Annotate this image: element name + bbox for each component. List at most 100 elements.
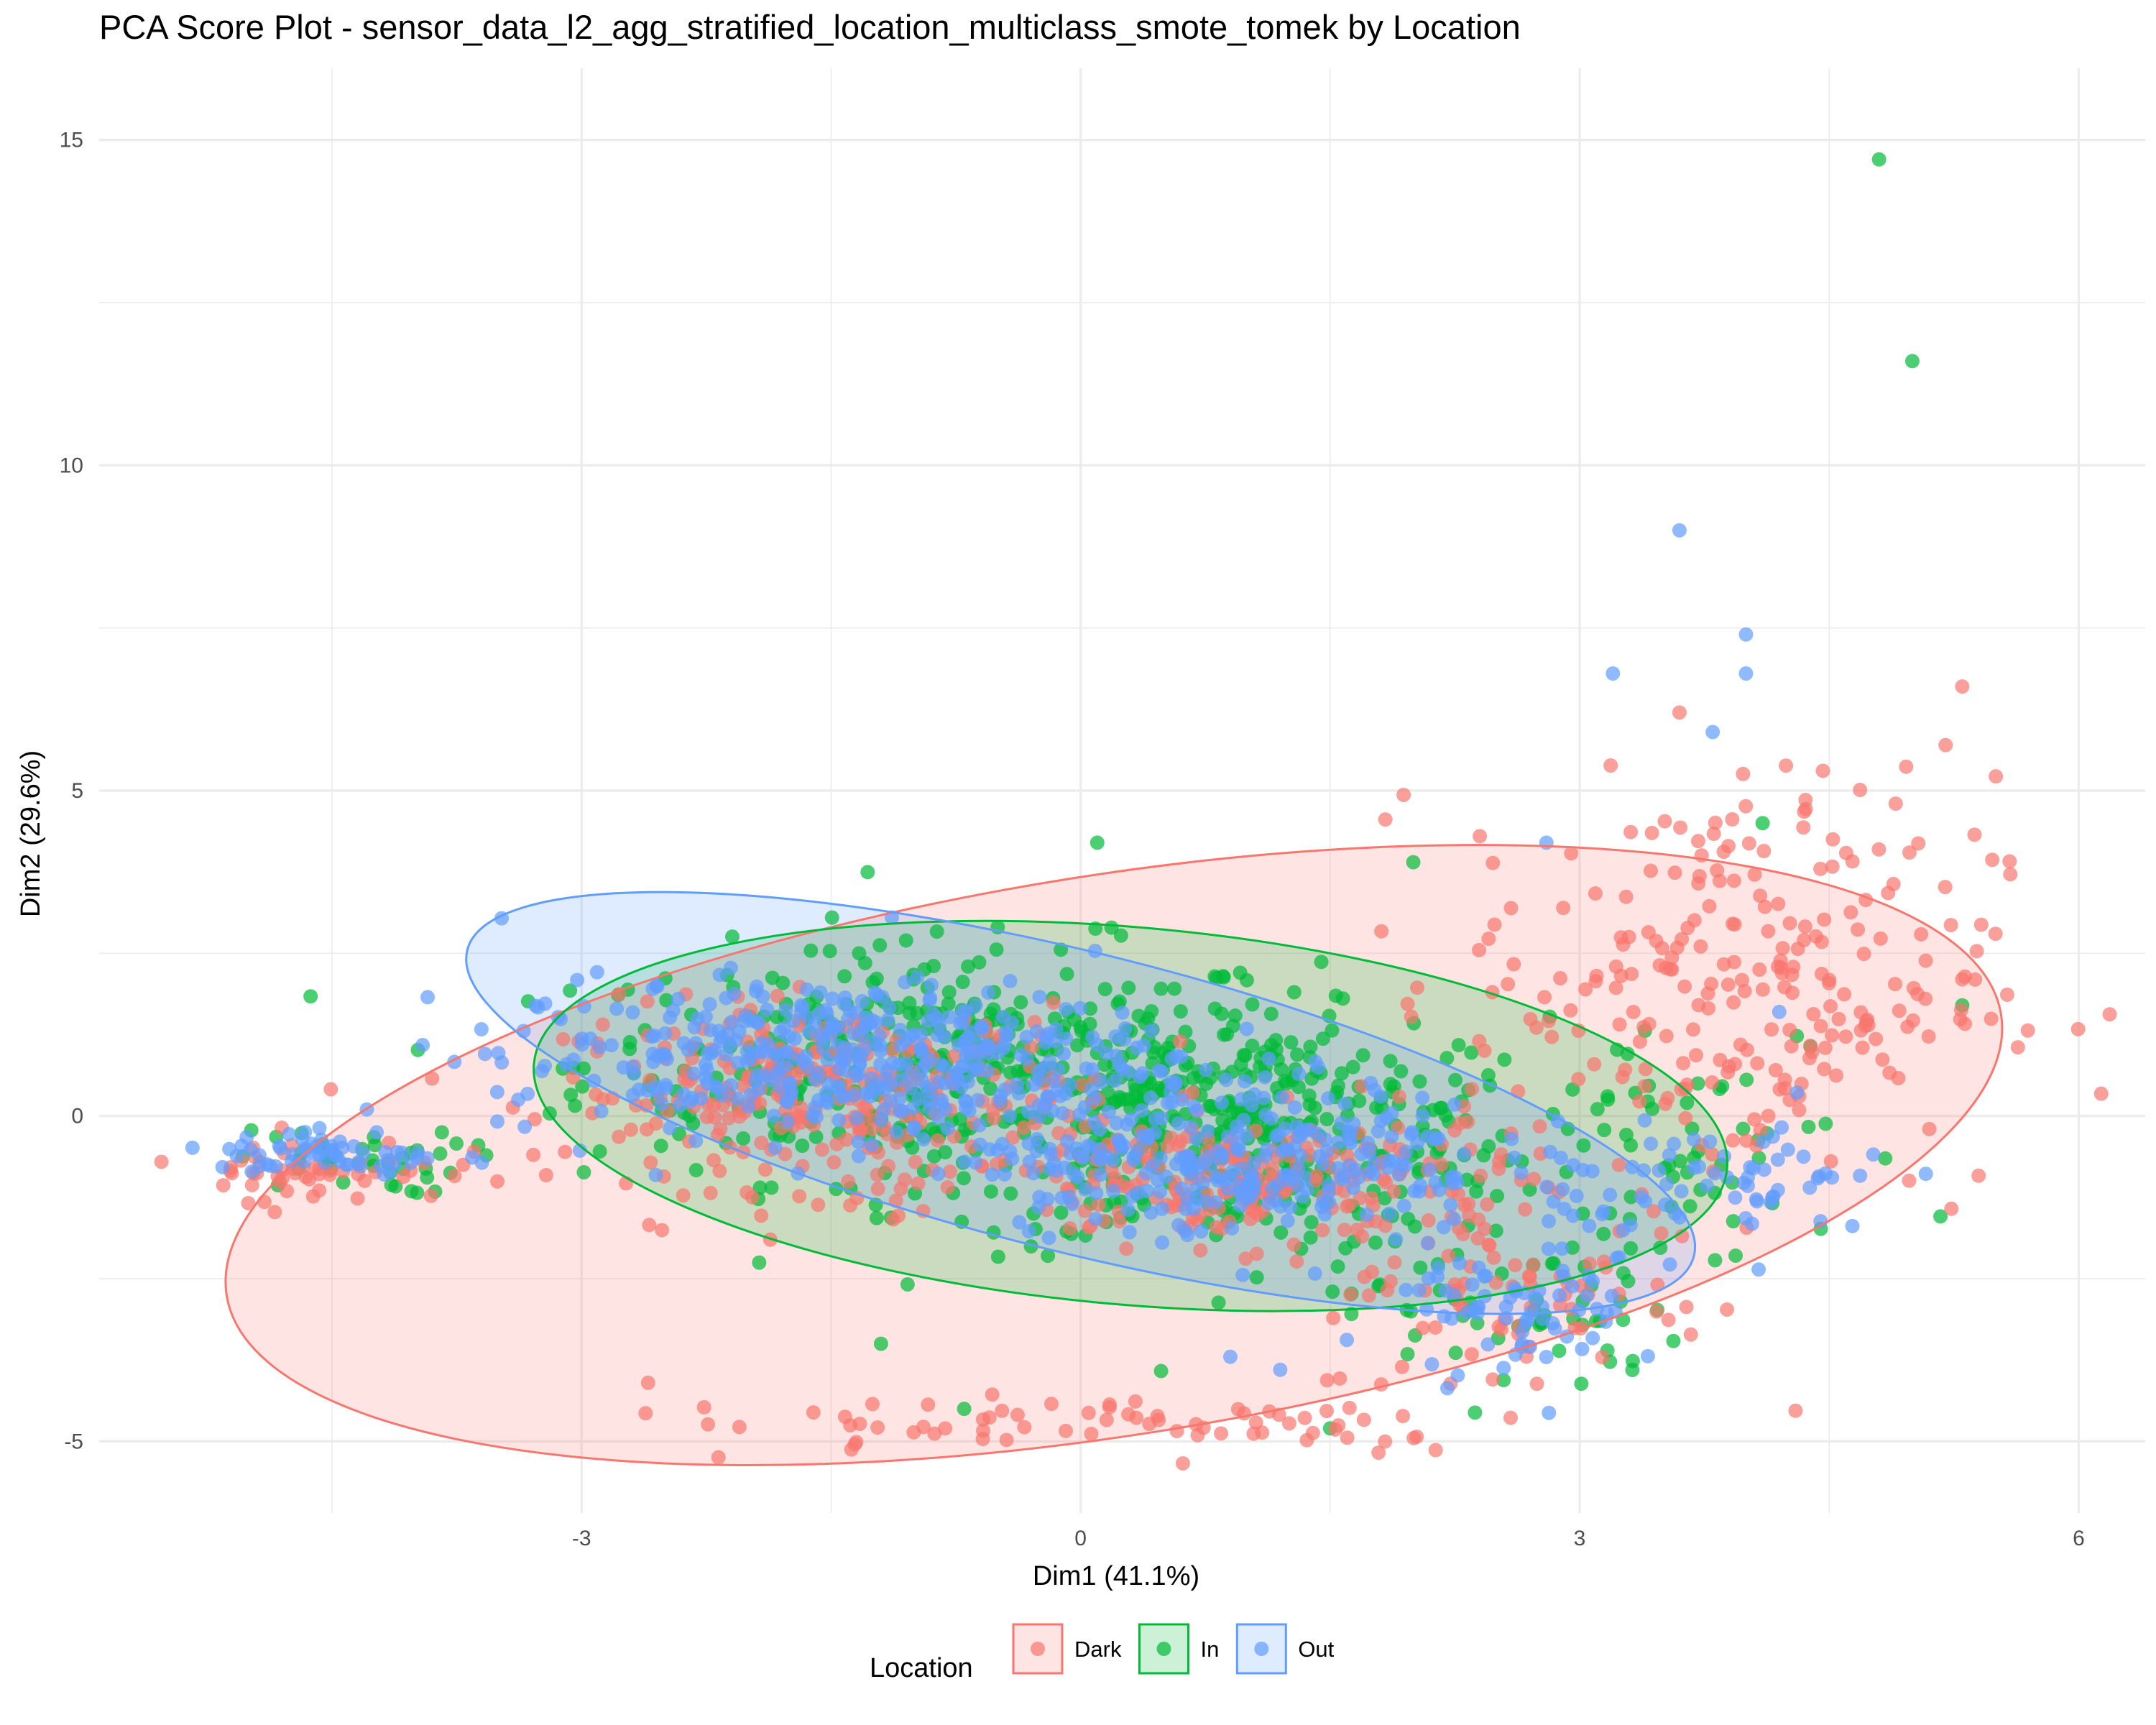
data-point	[1756, 1134, 1771, 1149]
data-point	[1056, 1046, 1072, 1062]
data-point	[1683, 1327, 1698, 1342]
data-point	[1263, 1006, 1279, 1021]
data-point	[1623, 1138, 1639, 1153]
data-point	[1771, 896, 1786, 911]
data-point	[1569, 1188, 1584, 1203]
data-point	[1813, 1018, 1828, 1034]
data-point	[1546, 1194, 1561, 1209]
data-point	[1286, 1237, 1302, 1252]
data-point	[1343, 1287, 1358, 1302]
data-point	[1496, 1361, 1511, 1376]
data-point	[711, 1450, 726, 1465]
data-point	[1240, 1191, 1255, 1206]
data-point	[1542, 1405, 1557, 1420]
data-point	[694, 1091, 709, 1106]
data-point	[2003, 867, 2018, 882]
data-point	[1544, 1029, 1560, 1044]
data-point	[1634, 1190, 1649, 1205]
data-point	[1420, 1236, 1435, 1251]
data-point	[1726, 873, 1741, 888]
data-point	[712, 1164, 727, 1179]
data-point	[982, 1410, 997, 1425]
data-point	[1855, 1040, 1870, 1055]
data-point	[1384, 1129, 1399, 1144]
data-point	[1299, 1432, 1314, 1448]
data-point	[1239, 1021, 1254, 1036]
data-point	[420, 1151, 435, 1166]
data-point	[1886, 877, 1901, 892]
data-point	[1169, 1424, 1184, 1439]
data-point	[1283, 1200, 1298, 1215]
data-point	[1302, 1088, 1317, 1103]
data-point	[489, 1085, 505, 1100]
data-point	[576, 1061, 591, 1076]
data-point	[1464, 1045, 1479, 1060]
data-point	[908, 1154, 923, 1169]
data-point	[653, 1138, 668, 1154]
legend-label-out: Out	[1298, 1637, 1334, 1662]
data-point	[1596, 1226, 1611, 1241]
data-point	[1772, 1082, 1787, 1097]
data-point	[849, 1110, 865, 1126]
data-point	[1370, 1123, 1386, 1138]
data-point	[1490, 1189, 1505, 1204]
data-point	[1415, 1108, 1430, 1123]
data-point	[1248, 1415, 1263, 1430]
data-point	[703, 1185, 718, 1200]
data-point	[1187, 1099, 1202, 1114]
data-point	[1682, 1199, 1697, 1214]
data-point	[1507, 1150, 1522, 1165]
data-point	[825, 991, 840, 1006]
data-point	[1755, 816, 1770, 831]
data-point	[1217, 1027, 1232, 1042]
data-point	[940, 1121, 955, 1136]
data-point	[1737, 983, 1752, 998]
data-point	[1167, 981, 1182, 996]
data-point	[1070, 1170, 1085, 1185]
data-point	[1873, 931, 1888, 946]
data-point	[384, 1177, 399, 1192]
data-point	[1016, 1120, 1031, 1135]
data-point	[404, 1184, 419, 1199]
data-point	[1322, 1195, 1337, 1210]
data-point	[1813, 861, 1828, 876]
data-point	[1600, 1092, 1616, 1107]
data-point	[923, 990, 938, 1006]
data-point	[856, 1020, 871, 1035]
data-point	[1504, 1131, 1519, 1146]
data-point	[1387, 1255, 1402, 1270]
data-point	[1378, 812, 1393, 827]
data-point	[1089, 1186, 1104, 1201]
data-point	[1013, 995, 1028, 1010]
data-point	[1632, 1034, 1647, 1049]
data-point	[671, 991, 686, 1006]
data-point	[1752, 962, 1767, 978]
data-point	[1550, 1113, 1565, 1128]
legend-title: Location	[870, 1653, 973, 1683]
data-point	[852, 1056, 867, 1071]
data-point	[1623, 1190, 1639, 1205]
data-point	[931, 1167, 946, 1182]
data-point	[1233, 965, 1248, 980]
data-point	[420, 1170, 435, 1185]
data-point	[1825, 1028, 1840, 1043]
data-point	[1603, 1187, 1618, 1202]
data-point	[373, 1159, 388, 1174]
data-point	[964, 1024, 979, 1039]
data-point	[910, 970, 925, 985]
data-point	[284, 1154, 299, 1169]
data-point	[740, 1053, 755, 1068]
data-point	[938, 1421, 953, 1436]
data-point	[1325, 1023, 1340, 1038]
data-point	[1699, 1178, 1714, 1193]
data-point	[589, 965, 604, 980]
data-point	[1789, 1085, 1805, 1100]
data-point	[1728, 1248, 1743, 1263]
data-point	[1360, 1136, 1376, 1151]
data-point	[1319, 1404, 1335, 1419]
data-point	[1853, 783, 1868, 798]
data-point	[1211, 1295, 1226, 1310]
data-point	[1503, 1410, 1519, 1425]
data-point	[1428, 1320, 1443, 1335]
data-point	[1083, 1001, 1098, 1016]
